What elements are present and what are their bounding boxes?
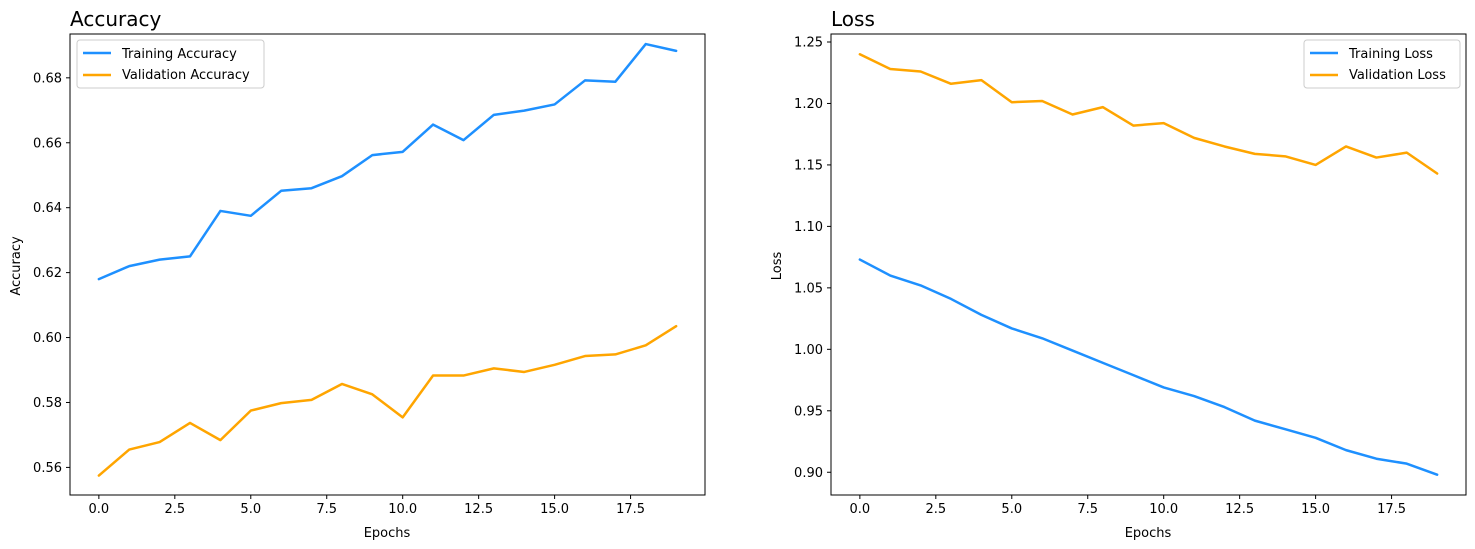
accuracy-y-tick-label: 0.62	[33, 266, 62, 281]
loss-chart-title: Loss	[831, 7, 875, 31]
accuracy-y-tick-label: 0.60	[33, 331, 62, 346]
accuracy-y-tick-label: 0.68	[33, 71, 62, 86]
accuracy-legend-box	[76, 39, 265, 89]
loss-plot-frame	[830, 33, 1467, 496]
loss-series-lines	[858, 53, 1439, 476]
accuracy-ticks: 0.0 2.5 5.0 7.5 10.0 12.5 15.0 17.5 0.56 0.58 0.60…	[33, 71, 645, 517]
series-line-training-loss	[858, 258, 1439, 476]
accuracy-plot-frame	[69, 33, 706, 496]
loss-y-tick-label: 1.00	[794, 343, 823, 358]
loss-x-tick-label: 5.0	[1001, 502, 1022, 517]
accuracy-x-axis-label: Epochs	[364, 526, 411, 541]
loss-chart: Loss Epochs Loss 0.0 2.5 5.0 7.5 10.0 12.5 15.…	[770, 7, 1467, 541]
loss-ticks: 0.0 2.5 5.0 7.5 10.0 12.5 15.0 17.5 0.90 0.95 1.00…	[794, 35, 1406, 517]
accuracy-x-tick-label: 2.5	[164, 502, 185, 517]
loss-x-tick-label: 2.5	[925, 502, 946, 517]
accuracy-series-lines	[97, 42, 678, 477]
loss-x-tick-label: 10.0	[1149, 502, 1178, 517]
loss-y-tick-label: 0.90	[794, 466, 823, 481]
accuracy-x-tick-label: 0.0	[89, 502, 110, 517]
series-line-validation-loss	[858, 53, 1439, 175]
accuracy-x-tick-label: 15.0	[540, 502, 569, 517]
loss-x-tick-label: 15.0	[1301, 502, 1330, 517]
loss-x-tick-label: 17.5	[1377, 502, 1406, 517]
loss-y-tick-label: 1.05	[794, 281, 823, 296]
loss-legend-box	[1303, 39, 1461, 89]
loss-y-tick-label: 1.25	[794, 35, 823, 50]
accuracy-x-tick-label: 17.5	[616, 502, 645, 517]
accuracy-chart: Accuracy Epochs Accuracy 0.0 2.5 5.0 7.5 10.…	[9, 7, 706, 541]
loss-y-tick-label: 1.20	[794, 97, 823, 112]
loss-x-axis-label: Epochs	[1125, 526, 1172, 541]
loss-y-tick-label: 0.95	[794, 404, 823, 419]
legend-label-validation-loss: Validation Loss	[1349, 68, 1446, 83]
accuracy-y-tick-label: 0.64	[33, 201, 62, 216]
loss-y-tick-label: 1.15	[794, 158, 823, 173]
loss-x-tick-label: 0.0	[850, 502, 871, 517]
accuracy-y-axis-label: Accuracy	[9, 236, 24, 296]
legend-label-training-loss: Training Loss	[1348, 47, 1433, 62]
loss-x-tick-label: 12.5	[1225, 502, 1254, 517]
accuracy-y-tick-label: 0.58	[33, 396, 62, 411]
accuracy-y-tick-label: 0.56	[33, 461, 62, 476]
accuracy-x-tick-label: 10.0	[388, 502, 417, 517]
legend-label-training-accuracy: Training Accuracy	[121, 47, 237, 62]
legend-label-validation-accuracy: Validation Accuracy	[122, 68, 250, 83]
loss-y-tick-label: 1.10	[794, 220, 823, 235]
accuracy-x-tick-label: 5.0	[240, 502, 261, 517]
accuracy-chart-title: Accuracy	[70, 7, 161, 31]
accuracy-legend: Training Accuracy Validation Accuracy	[76, 39, 265, 89]
loss-legend: Training Loss Validation Loss	[1303, 39, 1461, 89]
loss-x-tick-label: 7.5	[1077, 502, 1098, 517]
series-line-training-accuracy	[97, 42, 678, 281]
accuracy-y-tick-label: 0.66	[33, 136, 62, 151]
accuracy-x-tick-label: 7.5	[316, 502, 337, 517]
loss-y-axis-label: Loss	[770, 252, 785, 281]
accuracy-x-tick-label: 12.5	[464, 502, 493, 517]
series-line-validation-accuracy	[97, 324, 678, 477]
